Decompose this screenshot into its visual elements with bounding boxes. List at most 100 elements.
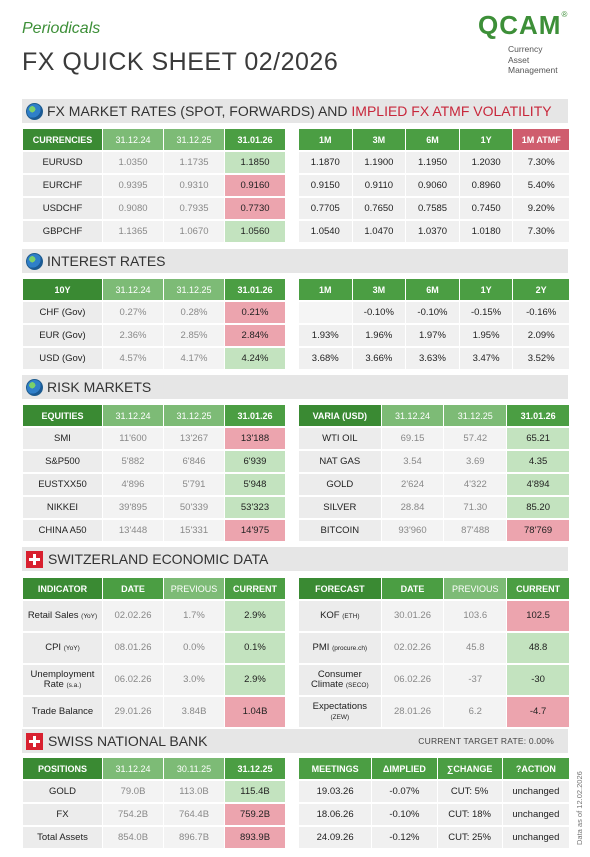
table-row: Retail Sales (YoY) 02.02.26 1.7% 2.9% (23, 601, 285, 631)
table-header-row: 10Y 31.12.24 31.12.25 31.01.26 (23, 279, 285, 300)
table-cell: -0.15% (459, 302, 513, 323)
fx-spot-table: CURRENCIES 31.12.24 31.12.25 31.01.26 EU… (22, 127, 286, 244)
column-header: CURRENT (507, 578, 569, 599)
table-cell: 0.1% (225, 633, 285, 663)
table-row: EURUSD 1.0350 1.1735 1.1850 (23, 152, 285, 173)
table-cell: -0.12% (372, 827, 437, 848)
row-label: EUSTXX50 (23, 474, 102, 495)
column-header: POSITIONS (23, 758, 102, 779)
table-row: WTI OIL 69.15 57.42 65.21 (299, 428, 569, 449)
table-row: GBPCHF 1.1365 1.0670 1.0560 (23, 221, 285, 242)
table-cell: 3.68% (299, 348, 352, 369)
table-cell: 1.1950 (406, 152, 459, 173)
rates-curve-table: 1M 3M 6M 1Y 2Y -0.10% -0.10% -0.15% -0.1… (298, 277, 570, 371)
swiss-flag-icon (26, 732, 43, 750)
table-cell: 71.30 (444, 497, 507, 518)
swiss-economy-section-header: SWITZERLAND ECONOMIC DATA (22, 547, 568, 571)
table-cell: 1.7% (164, 601, 224, 631)
table-row: 1.1870 1.1900 1.1950 1.2030 7.30% (299, 152, 569, 173)
table-cell: 85.20 (507, 497, 569, 518)
table-cell: 2.9% (225, 601, 285, 631)
table-cell: 854.0B (103, 827, 163, 848)
swiss-flag-icon (26, 550, 43, 568)
indicator-table: INDICATOR DATE PREVIOUS CURRENT Retail S… (22, 576, 286, 729)
table-cell: 1.95% (459, 325, 513, 346)
table-cell: 1.1365 (103, 221, 163, 242)
table-cell: -4.7 (507, 697, 569, 727)
table-row: SMI 11'600 13'267 13'188 (23, 428, 285, 449)
table-cell: CUT: 25% (437, 827, 502, 848)
table-cell: 7.30% (513, 221, 569, 242)
column-header: 10Y (23, 279, 102, 300)
table-cell: 28.01.26 (381, 697, 444, 727)
equities-table: EQUITIES 31.12.24 31.12.25 31.01.26 SMI … (22, 403, 286, 543)
column-header: 2Y (513, 279, 569, 300)
logo-wordmark: QCAM (478, 10, 562, 40)
page-title: FX QUICK SHEET 02/2026 (22, 48, 339, 76)
table-row: CHF (Gov) 0.27% 0.28% 0.21% (23, 302, 285, 323)
table-row: EURCHF 0.9395 0.9310 0.9160 (23, 175, 285, 196)
table-cell: 754.2B (103, 804, 163, 825)
column-header: 31.01.26 (507, 405, 569, 426)
row-label: FX (23, 804, 102, 825)
row-label: SILVER (299, 497, 381, 518)
table-cell: 29.01.26 (103, 697, 163, 727)
column-header: DATE (381, 578, 444, 599)
table-cell: -0.10% (406, 302, 459, 323)
table-cell: 1.1735 (164, 152, 224, 173)
row-label: CHF (Gov) (23, 302, 102, 323)
table-cell: 0.7705 (299, 198, 352, 219)
row-label: USDCHF (23, 198, 102, 219)
table-cell: 24.09.26 (299, 827, 372, 848)
table-row: FX 754.2B 764.4B 759.2B (23, 804, 285, 825)
table-row: EUR (Gov) 2.36% 2.85% 2.84% (23, 325, 285, 346)
column-header: 31.12.25 (164, 405, 224, 426)
table-row: SILVER 28.84 71.30 85.20 (299, 497, 569, 518)
table-cell: 9.20% (513, 198, 569, 219)
row-label: Trade Balance (23, 697, 102, 727)
column-header: MEETINGS (299, 758, 372, 779)
table-row: 1.93% 1.96% 1.97% 1.95% 2.09% (299, 325, 569, 346)
column-header: VARIA (USD) (299, 405, 381, 426)
table-cell: 893.9B (225, 827, 285, 848)
table-cell: 1.0670 (164, 221, 224, 242)
table-row: KOF (ETH) 30.01.26 103.6 102.5 (299, 601, 569, 631)
table-row: -0.10% -0.10% -0.15% -0.16% (299, 302, 569, 323)
table-cell: 1.0540 (299, 221, 352, 242)
table-cell: 115.4B (225, 781, 285, 802)
table-cell: 1.2030 (459, 152, 513, 173)
table-row: CPI (YoY) 08.01.26 0.0% 0.1% (23, 633, 285, 663)
table-row: 24.09.26 -0.12% CUT: 25% unchanged (299, 827, 569, 848)
table-cell: 4.17% (164, 348, 224, 369)
fx-forward-table: 1M 3M 6M 1Y 1M ATMF 1.1870 1.1900 1.1950… (298, 127, 570, 244)
table-cell: 13'188 (225, 428, 285, 449)
table-row: CHINA A50 13'448 15'331 14'975 (23, 520, 285, 541)
table-row: Expectations (ZEW) 28.01.26 6.2 -4.7 (299, 697, 569, 727)
column-header: INDICATOR (23, 578, 102, 599)
risk-section-header: RISK MARKETS (22, 375, 568, 399)
column-header: 6M (406, 129, 459, 150)
table-cell: 3.54 (381, 451, 444, 472)
column-header: CURRENT (225, 578, 285, 599)
table-cell: 896.7B (164, 827, 224, 848)
column-header: 31.12.25 (444, 405, 507, 426)
column-header: ?ACTION (502, 758, 569, 779)
table-header-row: VARIA (USD) 31.12.24 31.12.25 31.01.26 (299, 405, 569, 426)
logo-registered-mark: ® (561, 10, 568, 19)
table-cell: 0.0% (164, 633, 224, 663)
column-header: 31.12.24 (103, 758, 163, 779)
column-header: 31.12.25 (225, 758, 285, 779)
table-header-row: 1M 3M 6M 1Y 2Y (299, 279, 569, 300)
table-cell: 4'894 (507, 474, 569, 495)
table-cell: 3.52% (513, 348, 569, 369)
table-cell: 4.35 (507, 451, 569, 472)
table-cell: CUT: 5% (437, 781, 502, 802)
table-cell: 7.30% (513, 152, 569, 173)
globe-icon (26, 378, 43, 396)
row-label: GBPCHF (23, 221, 102, 242)
table-row: EUSTXX50 4'896 5'791 5'948 (23, 474, 285, 495)
column-header: PREVIOUS (444, 578, 507, 599)
table-row: Trade Balance 29.01.26 3.84B 1.04B (23, 697, 285, 727)
table-cell: 11'600 (103, 428, 163, 449)
column-header: 3M (352, 129, 406, 150)
